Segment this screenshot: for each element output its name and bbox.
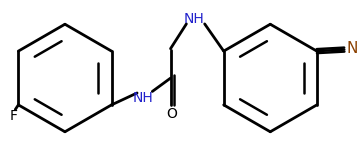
Text: F: F bbox=[10, 109, 18, 123]
Text: NH: NH bbox=[133, 90, 154, 105]
Text: N: N bbox=[346, 41, 358, 56]
Text: NH: NH bbox=[184, 12, 204, 26]
Text: O: O bbox=[166, 107, 177, 121]
